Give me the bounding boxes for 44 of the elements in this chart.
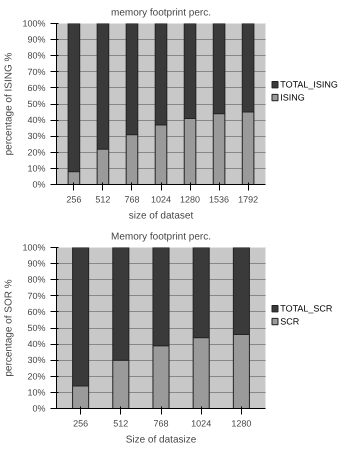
x-tick-label: 512 [113, 418, 128, 428]
chart-title: Memory footprint perc. [110, 232, 212, 242]
y-tick-label: 70% [27, 290, 46, 301]
legend-label: ISING [280, 92, 305, 103]
x-tick-label: 1280 [180, 194, 200, 204]
y-tick-label: 10% [27, 387, 46, 398]
x-tick-label: 256 [66, 194, 82, 204]
y-tick-label: 30% [27, 355, 46, 366]
y-tick-label: 50% [27, 99, 46, 109]
y-tick-label: 30% [27, 131, 46, 142]
y-axis-title: percentage of SOR % [3, 279, 14, 377]
x-tick-label: 512 [95, 194, 110, 204]
x-tick-label: 1024 [191, 418, 212, 428]
y-tick-label: 90% [27, 258, 46, 269]
x-tick-label: 768 [124, 194, 140, 204]
y-tick-label: 0% [32, 180, 46, 190]
y-tick-label: 100% [22, 18, 46, 28]
legend-label: SCR [280, 316, 300, 327]
legend-label: TOTAL_ISING [280, 80, 338, 90]
y-tick-label: 0% [32, 404, 46, 414]
y-tick-label: 40% [27, 115, 46, 126]
y-tick-label: 20% [27, 147, 46, 158]
chart-title: memory footprint perc. [110, 8, 212, 18]
x-tick-label: 1536 [209, 194, 230, 204]
x-tick-label: 1024 [150, 194, 172, 204]
y-axis-title: percentage of ISING % [3, 52, 14, 156]
legend-label: TOTAL_SCR [280, 304, 333, 314]
x-tick-label: 1792 [238, 194, 258, 204]
y-tick-label: 40% [27, 339, 46, 350]
y-tick-label: 80% [27, 50, 46, 61]
y-tick-label: 20% [27, 371, 46, 382]
x-tick-label: 768 [153, 418, 169, 428]
y-tick-label: 60% [27, 82, 46, 93]
y-tick-label: 70% [27, 66, 46, 77]
x-tick-label: 1280 [231, 418, 252, 428]
y-tick-label: 10% [27, 163, 46, 174]
y-tick-label: 80% [27, 274, 46, 285]
x-tick-label: 256 [73, 418, 88, 428]
y-tick-label: 90% [27, 34, 46, 45]
y-tick-label: 60% [27, 306, 46, 317]
x-axis-title: Size of datasize [126, 434, 197, 446]
x-axis-title: size of dataset [128, 210, 194, 222]
y-tick-label: 100% [22, 242, 46, 252]
y-tick-label: 50% [27, 323, 46, 333]
